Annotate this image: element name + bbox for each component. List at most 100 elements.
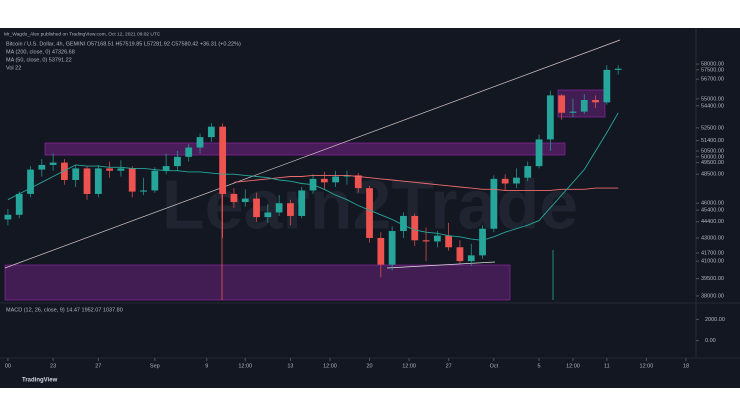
chart-title: Bitcoin / U.S. Dollar, 4h, GEMINI O57168…: [6, 41, 241, 47]
x-tick-label: 12:00: [402, 363, 416, 369]
candle-body: [433, 235, 441, 242]
zone: [4, 264, 511, 301]
y-tick-label: 48500.00: [701, 172, 724, 178]
candle-body: [174, 156, 181, 167]
macd-tick-label: 2000.00: [705, 317, 725, 323]
candle-body: [61, 162, 68, 181]
indicator-legend: MA (200, close, 0) 47326.68: [6, 49, 75, 55]
candle-body: [185, 147, 193, 157]
candle-body: [445, 235, 453, 248]
candle-body: [422, 240, 430, 242]
y-tick-label: 51400.00: [701, 138, 724, 144]
macd-legend: MACD (12, 26, close, 9) 14.47 1952.07 10…: [6, 307, 123, 313]
y-tick-label: 56700.00: [701, 77, 724, 83]
candle-body: [15, 193, 23, 215]
candle-body: [298, 190, 306, 216]
x-tick-label: 27: [95, 363, 101, 369]
candle-body: [264, 212, 272, 218]
moving-average: [7, 112, 619, 241]
y-tick-label: 44400.00: [701, 219, 724, 225]
x-tick-label: Oct: [490, 363, 499, 369]
candle-body: [27, 169, 34, 194]
x-tick-label: 9: [205, 363, 208, 369]
y-tick-label: 38000.00: [701, 293, 724, 299]
candle-body: [524, 166, 532, 178]
x-tick-label: 20: [366, 363, 372, 369]
indicator-legend: Vol 22: [6, 65, 21, 71]
x-tick-label: 13: [287, 363, 293, 369]
y-tick-label: 54400.00: [701, 103, 724, 109]
y-tick-label: 52500.00: [701, 125, 724, 131]
y-tick-label: 43000.00: [701, 235, 724, 241]
candle-body: [275, 203, 283, 213]
macd-tick-label: 0.00: [705, 338, 716, 344]
candle-body: [38, 164, 46, 170]
candle-body: [558, 95, 566, 113]
candle-body: [117, 168, 125, 171]
x-tick-label: 5: [538, 363, 541, 369]
candle-body: [501, 178, 509, 184]
support-line: [386, 261, 496, 269]
candle-body: [4, 214, 12, 220]
y-tick-label: 57500.00: [701, 67, 724, 73]
candle-body: [230, 193, 238, 203]
candle-body: [479, 228, 486, 256]
candle-body: [546, 95, 554, 140]
y-tick-label: 39500.00: [701, 276, 724, 282]
zone: [557, 89, 606, 118]
candle-body: [320, 178, 328, 183]
candle-body: [388, 231, 396, 265]
y-tick-label: 41700.00: [701, 251, 724, 257]
y-tick-label: 41000.00: [701, 259, 724, 265]
y-tick-label: 49500.00: [701, 160, 724, 166]
candle-body: [366, 188, 373, 238]
x-tick-label: 00: [5, 363, 11, 369]
zone: [44, 142, 566, 156]
candle-body: [354, 175, 362, 189]
candle-body: [400, 215, 407, 232]
x-tick-label: 23: [50, 363, 56, 369]
x-tick-label: Sep: [150, 363, 160, 369]
moving-average: [233, 174, 619, 191]
publisher: Mr_Wagdo_Alex published on TradingView.c…: [4, 31, 161, 37]
candle-body: [332, 176, 340, 183]
candle-body: [467, 255, 475, 262]
trend-line: [4, 39, 621, 269]
candle-body: [219, 126, 227, 194]
x-tick-label: 11: [604, 363, 610, 369]
candle-body: [377, 237, 385, 265]
candle-body: [140, 190, 147, 192]
candle-body: [614, 68, 622, 70]
candle-body: [343, 175, 351, 177]
candle-body: [569, 111, 577, 113]
candle-body: [83, 168, 91, 194]
y-tick-label: 50500.00: [701, 148, 724, 154]
candle-body: [592, 100, 599, 103]
candle-body: [456, 247, 464, 262]
candle-body: [287, 203, 294, 216]
y-tick-label: 58000.00: [701, 62, 724, 68]
x-tick-label: 12:00: [238, 363, 252, 369]
x-tick-label: 12:00: [566, 363, 580, 369]
footer-logo: TradingView: [22, 378, 58, 384]
candle-body: [580, 100, 588, 112]
candle-body: [490, 178, 498, 229]
y-tick-label: 50000.00: [701, 154, 724, 160]
candle-body: [72, 168, 80, 181]
candle-body: [128, 168, 136, 192]
y-tick-label: 55000.00: [701, 96, 724, 102]
candle-body: [162, 166, 170, 171]
x-tick-label: 18: [683, 363, 689, 369]
candle-body: [196, 137, 204, 148]
candle-body: [151, 170, 159, 191]
x-tick-label: 27: [446, 363, 452, 369]
candle-body: [207, 126, 215, 138]
candle-body: [513, 177, 520, 184]
y-tick-label: 45400.00: [701, 208, 724, 214]
candle-body: [241, 198, 249, 203]
candle-body: [411, 215, 419, 241]
candle-body: [535, 139, 543, 167]
indicator-legend: MA (50, close, 0) 53791.22: [6, 57, 72, 63]
candle-body: [253, 198, 260, 218]
